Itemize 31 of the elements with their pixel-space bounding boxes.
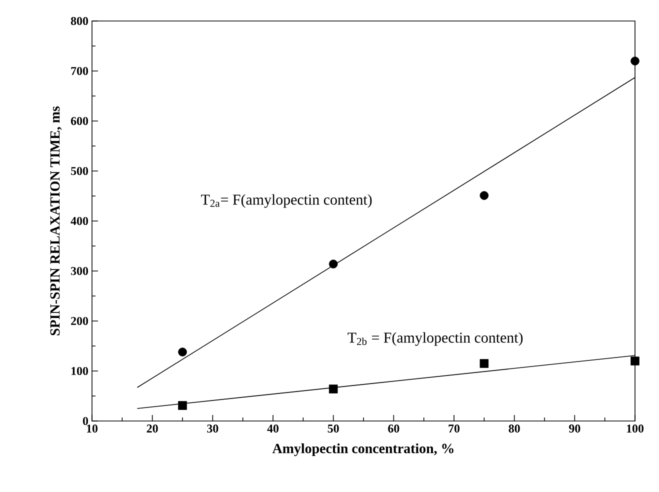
x-tick-label: 70	[448, 424, 460, 433]
x-tick-label: 20	[146, 424, 158, 433]
x-tick-label: 40	[267, 424, 279, 433]
point	[328, 260, 338, 268]
point	[178, 348, 187, 356]
y-tick-label: 100	[72, 366, 88, 376]
point	[630, 356, 640, 366]
series-label: T$_{2a}$= F(amylopectin content)	[201, 194, 372, 208]
y-tick-label: 300	[71, 266, 88, 276]
y-axis-title: SPIN-SPIN RELAXATION TIME, ms	[50, 106, 62, 336]
x-axis-title: Amylopectin concentration, %	[272, 443, 454, 456]
x-tick-label: 80	[508, 424, 520, 433]
y-tick-label: 600	[70, 116, 88, 126]
point	[480, 191, 489, 200]
x-tick-label: 100	[626, 424, 644, 433]
point	[630, 56, 640, 66]
point	[328, 384, 338, 394]
x-tick-label: 30	[207, 424, 218, 433]
series-label: T$_{2b}$ = F(amylopectin content)	[348, 332, 523, 346]
y-tick-label: 200	[71, 316, 88, 326]
y-tick-label: 0	[82, 416, 88, 426]
x-tick-label: 50	[328, 424, 339, 433]
y-tick-label: 500	[71, 166, 88, 176]
point	[480, 359, 489, 368]
y-tick-label: 400	[70, 216, 88, 226]
x-tick-label: 90	[569, 424, 580, 433]
y-tick-label: 800	[70, 16, 88, 26]
point	[178, 401, 187, 410]
y-tick-label: 700	[71, 66, 88, 76]
x-tick-label: 60	[388, 424, 400, 433]
x-tick-label: 10	[86, 424, 98, 433]
